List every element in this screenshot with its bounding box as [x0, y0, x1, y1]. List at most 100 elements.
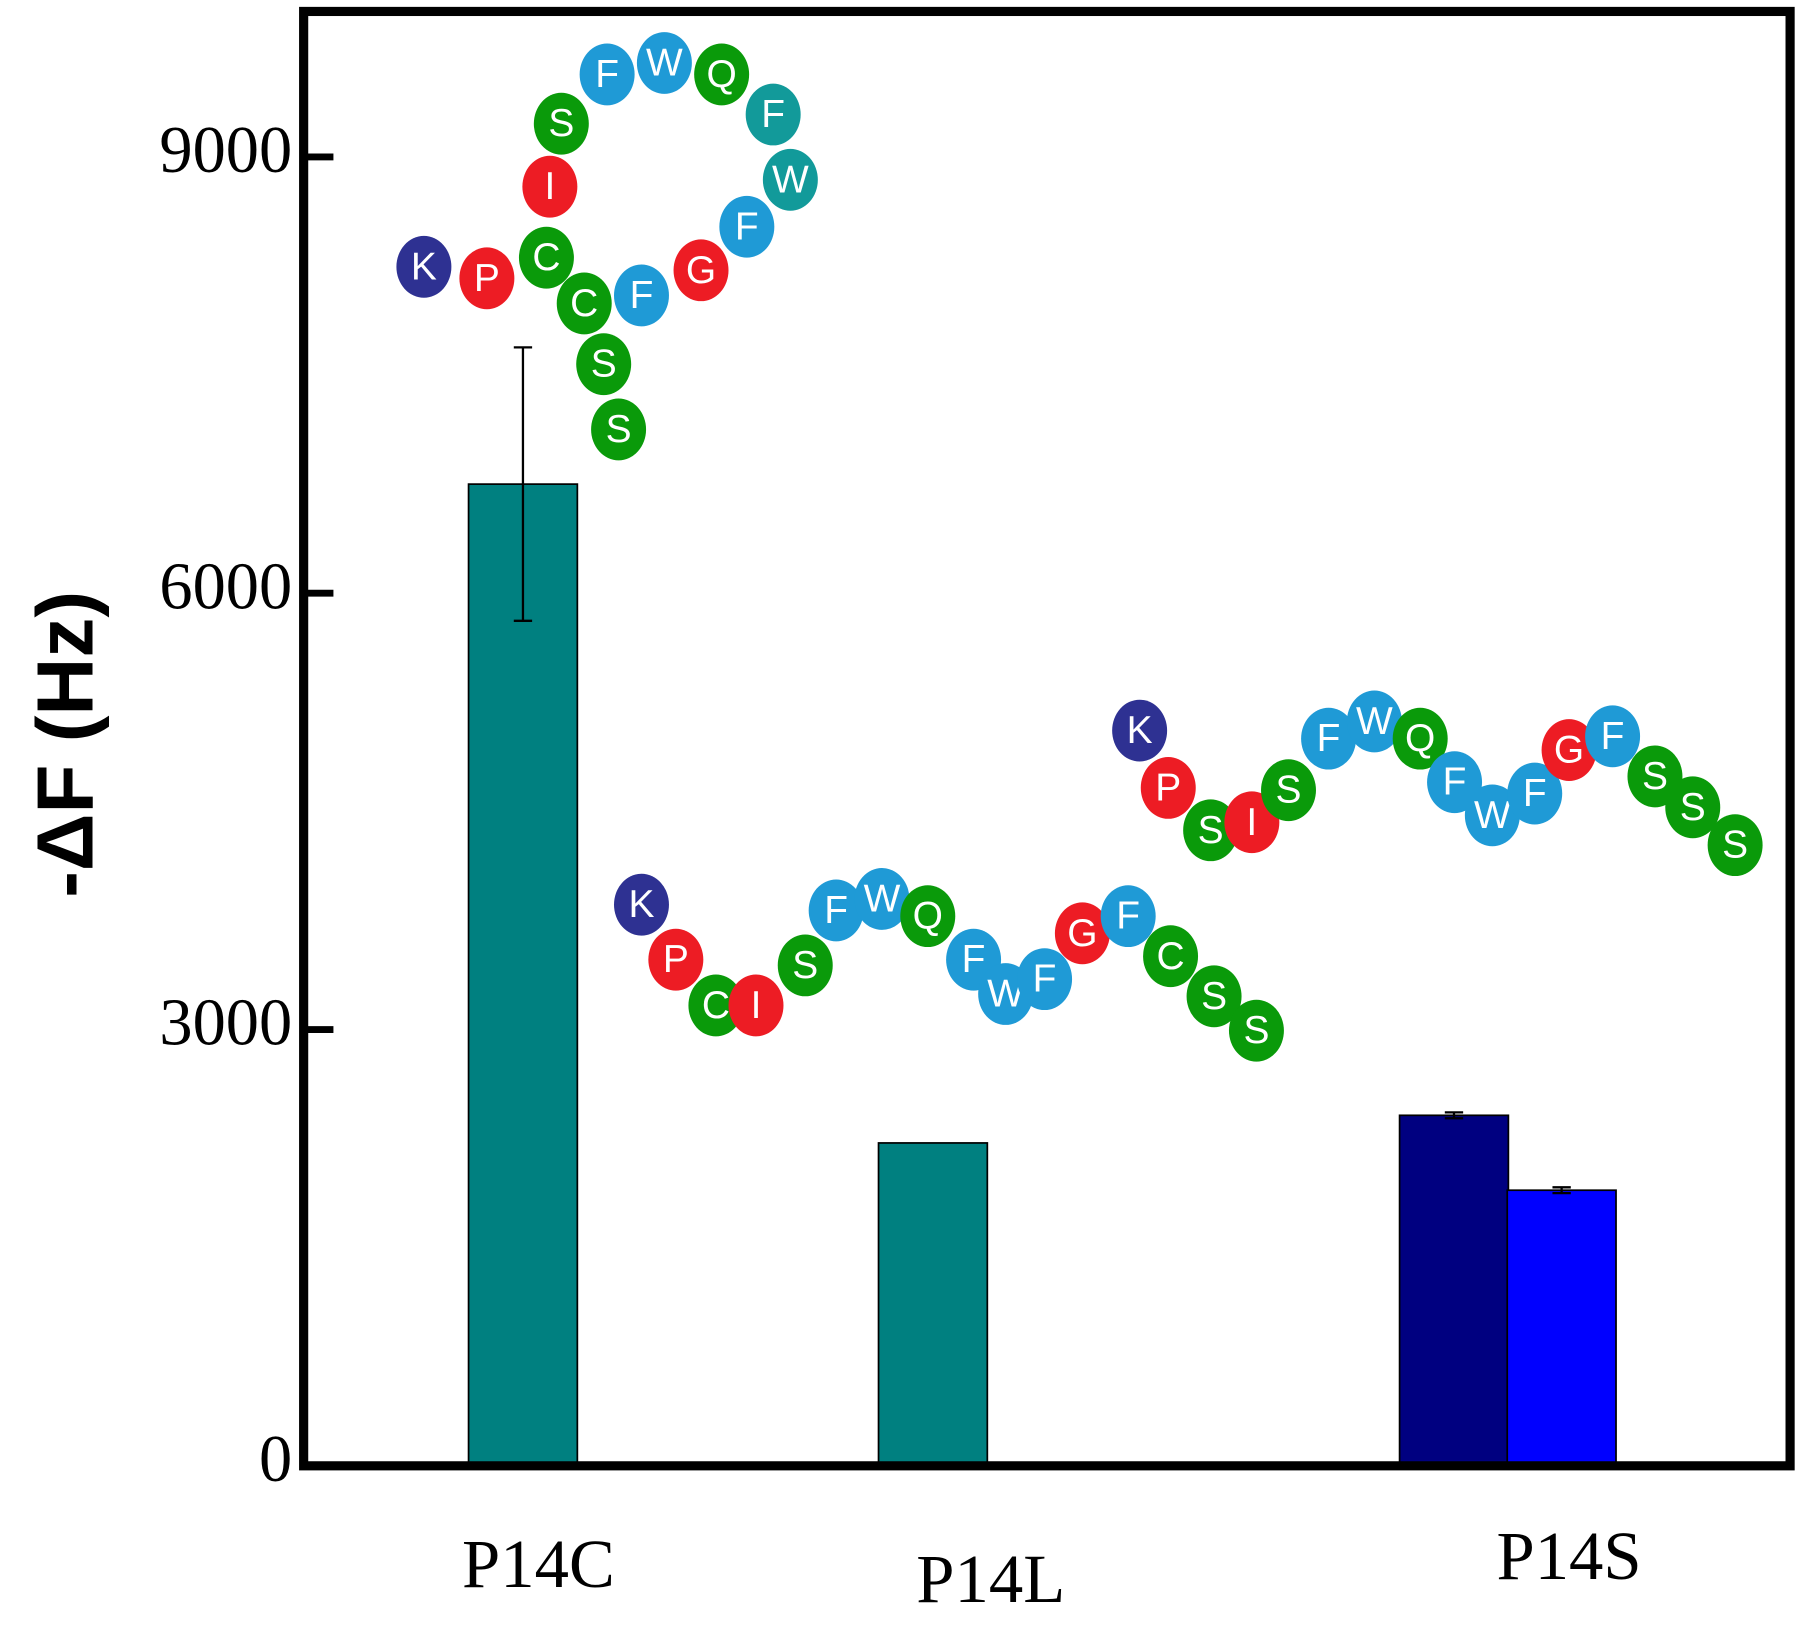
- residue-circle: [1186, 965, 1242, 1028]
- residue-circle: [719, 195, 775, 258]
- residue-circle: [777, 934, 833, 997]
- residue-label: S: [1198, 809, 1224, 852]
- residue-circle: [1464, 784, 1520, 847]
- residue-circle: [745, 83, 801, 146]
- residue-circle: [1017, 948, 1073, 1011]
- residue-label: S: [1680, 786, 1706, 829]
- residue-label: K: [1127, 709, 1153, 752]
- residue-label: F: [1033, 958, 1057, 1001]
- bar: [1398, 1114, 1510, 1467]
- y-tick-label: 0: [259, 1423, 292, 1496]
- residue-label: C: [702, 984, 730, 1027]
- residue-label: F: [761, 93, 785, 136]
- residue-label: Q: [707, 53, 737, 96]
- residue-circle: [1346, 690, 1402, 753]
- residue-label: F: [630, 274, 654, 317]
- residue-label: S: [1276, 769, 1302, 812]
- residue-label: G: [686, 249, 716, 292]
- residue-label: W: [1474, 794, 1511, 837]
- error-bar: [513, 346, 533, 622]
- residue-circle: [728, 974, 784, 1037]
- residue-circle: [688, 974, 744, 1037]
- residue-label: F: [595, 53, 619, 96]
- residue-label: Q: [913, 895, 943, 938]
- residue-circle: [533, 92, 589, 155]
- residue-circle: [1100, 885, 1156, 948]
- residue-label: K: [628, 883, 654, 926]
- residue-circle: [1301, 707, 1357, 770]
- residue-label: W: [1356, 700, 1393, 743]
- residue-circle: [1143, 925, 1199, 988]
- residue-label: C: [1156, 935, 1184, 978]
- residue-label: I: [544, 165, 555, 208]
- residue-circle: [522, 155, 578, 218]
- residue-circle: [1665, 776, 1721, 839]
- residue-circle: [1541, 719, 1597, 782]
- residue-label: I: [751, 984, 762, 1027]
- residue-label: F: [1443, 761, 1467, 804]
- residue-circle: [459, 247, 515, 310]
- x-tick-label: P14S: [1497, 1518, 1642, 1594]
- plot-frame: [299, 6, 1795, 1471]
- residue-circle: [1054, 902, 1110, 965]
- bar: [1506, 1189, 1617, 1467]
- residue-circle: [1707, 814, 1763, 877]
- residue-circle: [1112, 699, 1168, 762]
- residue-label: S: [1243, 1009, 1269, 1052]
- residue-circle: [556, 272, 612, 335]
- residue-label: G: [1554, 729, 1584, 772]
- y-tick-label: 9000: [159, 114, 292, 187]
- residue-label: F: [1317, 717, 1341, 760]
- residue-label: Q: [1405, 717, 1435, 760]
- y-axis-label: -ΔF (Hz): [19, 591, 109, 898]
- residue-label: S: [1722, 824, 1748, 867]
- residue-label: F: [1601, 715, 1625, 758]
- residue-circle: [1183, 799, 1239, 862]
- residue-circle: [613, 264, 669, 327]
- residue-circle: [1261, 759, 1316, 822]
- residue-label: F: [824, 889, 848, 932]
- x-tick-label: P14C: [462, 1526, 615, 1602]
- bar: [877, 1142, 989, 1467]
- residue-circle: [1627, 745, 1683, 808]
- error-bar: [1552, 1186, 1571, 1195]
- residue-label: F: [735, 205, 759, 248]
- residue-label: S: [591, 343, 617, 386]
- residue-circle: [1392, 707, 1448, 770]
- residue-circle: [673, 239, 729, 302]
- residue-label: S: [1201, 975, 1227, 1018]
- residue-label: F: [962, 938, 986, 981]
- residue-label: K: [411, 245, 437, 288]
- residue-label: S: [606, 408, 632, 451]
- residue-circle: [1585, 705, 1641, 768]
- residue-circle: [518, 226, 574, 289]
- residue-circle: [613, 873, 669, 936]
- residue-label: S: [792, 944, 818, 987]
- residue-circle: [1140, 756, 1196, 819]
- residue-circle: [579, 43, 635, 106]
- error-bar: [1444, 1111, 1464, 1120]
- residue-label: P: [1155, 766, 1181, 809]
- residue-circle: [808, 879, 864, 942]
- residue-circle: [1507, 762, 1563, 825]
- residue-label: P: [474, 257, 500, 300]
- residue-label: W: [646, 42, 683, 85]
- residue-label: F: [1116, 895, 1140, 938]
- residue-circle: [636, 32, 692, 94]
- residue-circle: [762, 148, 818, 211]
- residue-label: I: [1246, 801, 1257, 844]
- residue-label: P: [663, 938, 689, 981]
- residue-label: S: [1642, 755, 1668, 798]
- residue-circle: [576, 333, 632, 396]
- residue-circle: [591, 398, 647, 461]
- residue-circle: [396, 235, 452, 298]
- x-tick-label: P14L: [916, 1541, 1065, 1617]
- residue-circle: [1427, 751, 1483, 814]
- residue-circle: [1228, 999, 1284, 1062]
- bar: [467, 483, 579, 1467]
- y-tick-label: 3000: [159, 987, 292, 1060]
- residue-label: C: [570, 282, 598, 325]
- residue-label: W: [864, 878, 901, 921]
